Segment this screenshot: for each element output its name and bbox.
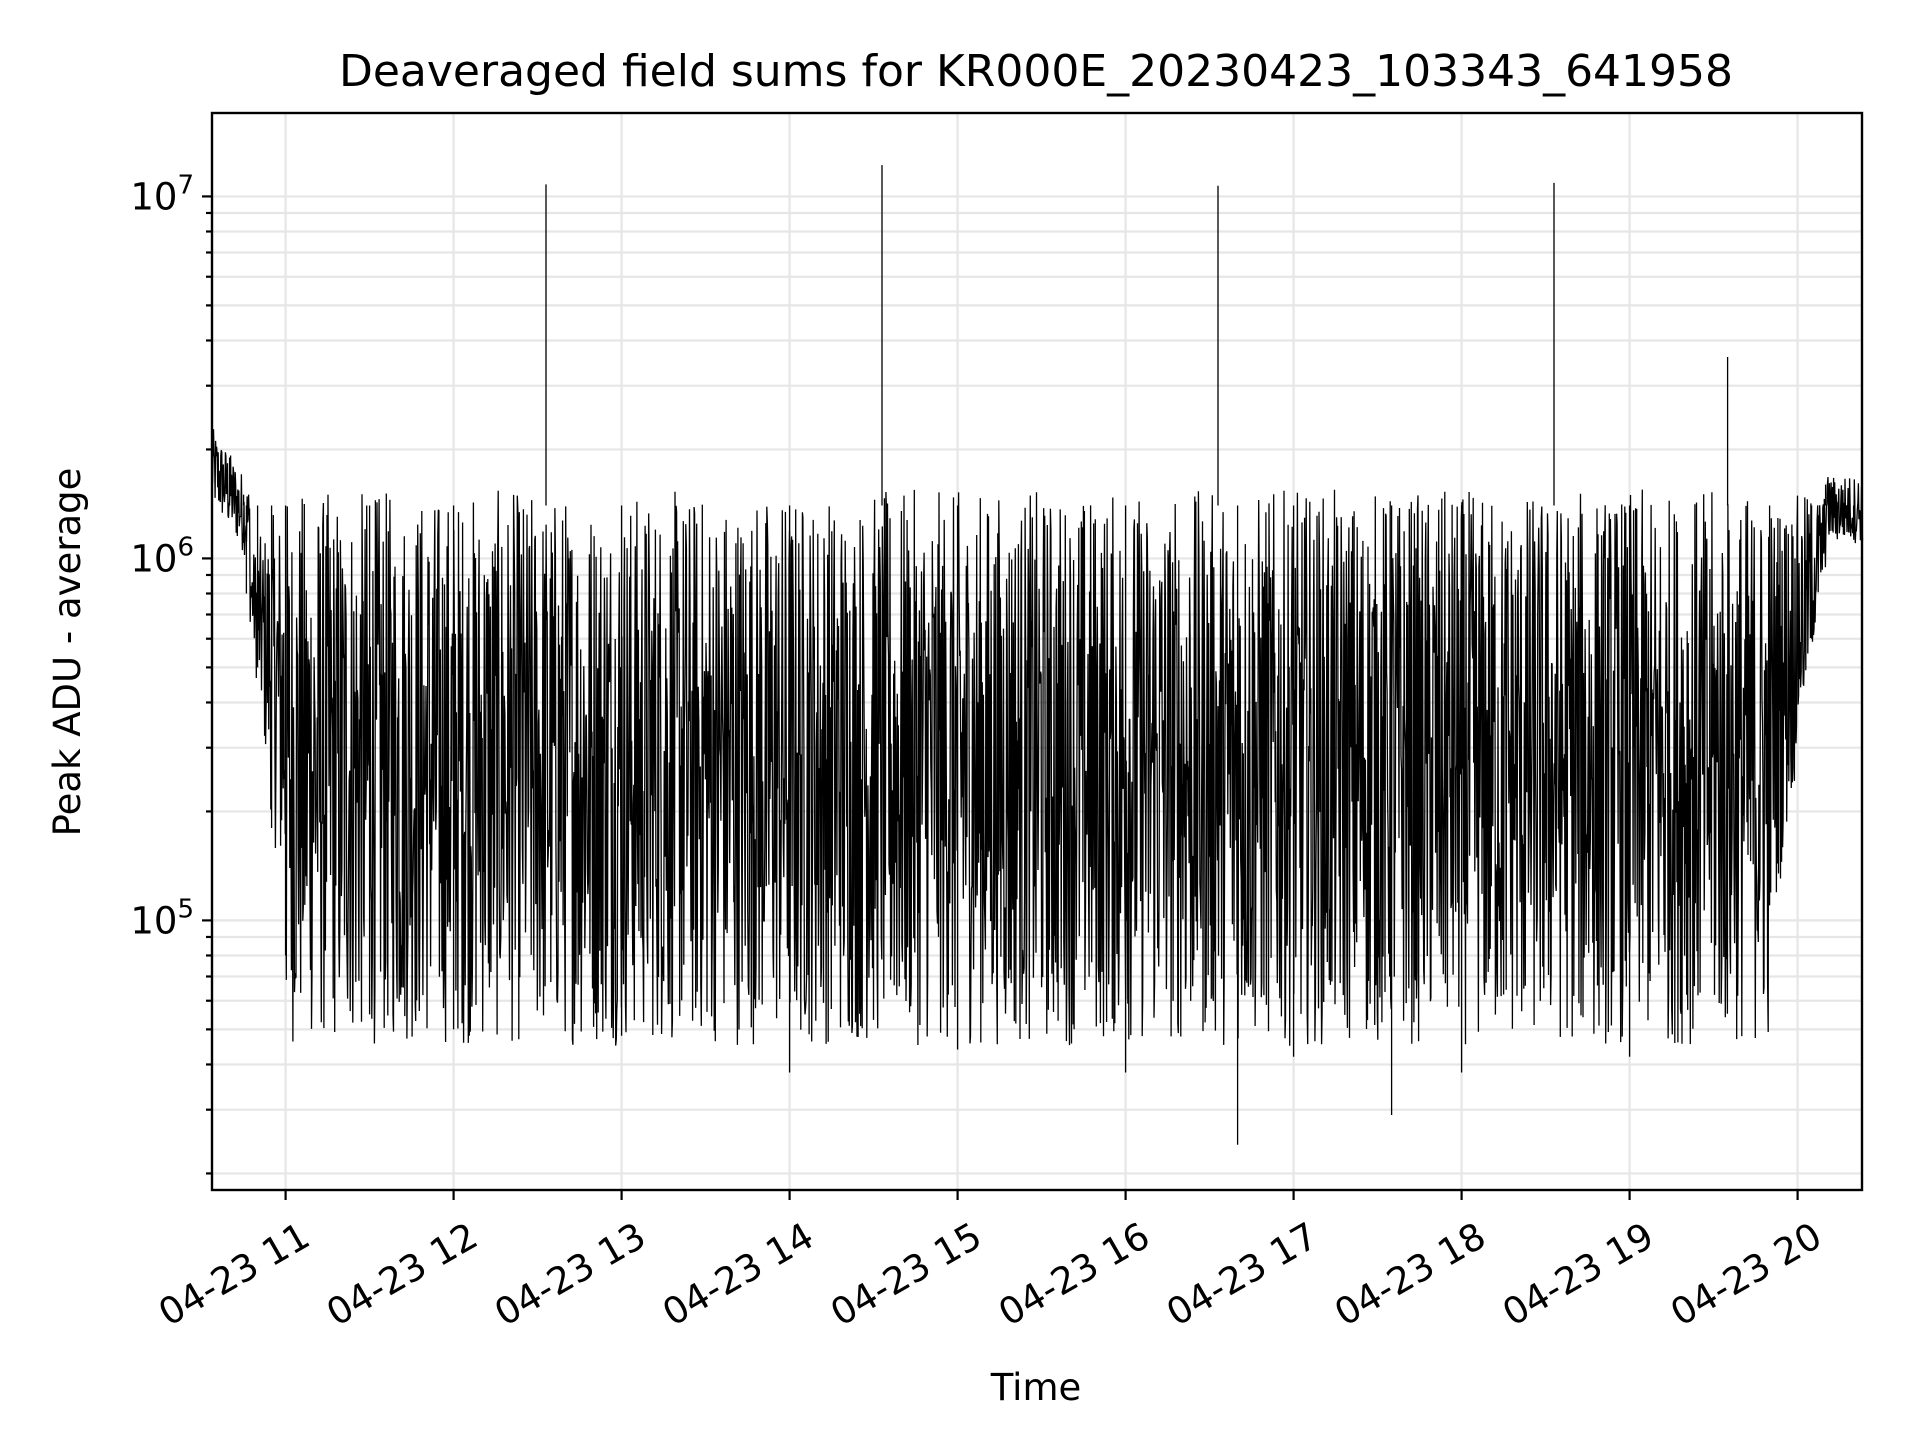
x-tick-label: 04-23 14 [655, 1214, 821, 1334]
y-tick-label: 106 [130, 532, 194, 580]
x-tick-label: 04-23 16 [991, 1214, 1157, 1334]
y-tick-label: 105 [130, 894, 194, 942]
x-tick-label: 04-23 11 [151, 1214, 317, 1334]
y-tick-label: 107 [130, 170, 194, 218]
y-axis-label: Peak ADU - average [46, 468, 89, 837]
x-tick-label: 04-23 13 [487, 1214, 653, 1334]
chart-title: Deaveraged field sums for KR000E_2023042… [339, 46, 1733, 97]
x-tick-label: 04-23 15 [823, 1214, 989, 1334]
x-axis-label: Time [990, 1366, 1082, 1409]
x-tick-label: 04-23 17 [1159, 1214, 1325, 1334]
x-tick-label: 04-23 20 [1663, 1214, 1829, 1334]
plot-frame [210, 111, 1864, 1192]
x-tick-label: 04-23 18 [1327, 1214, 1493, 1334]
x-tick-label: 04-23 12 [319, 1214, 485, 1334]
series-line [211, 429, 1864, 1046]
series-layer [211, 165, 1864, 1145]
x-tick-label: 04-23 19 [1495, 1214, 1661, 1334]
